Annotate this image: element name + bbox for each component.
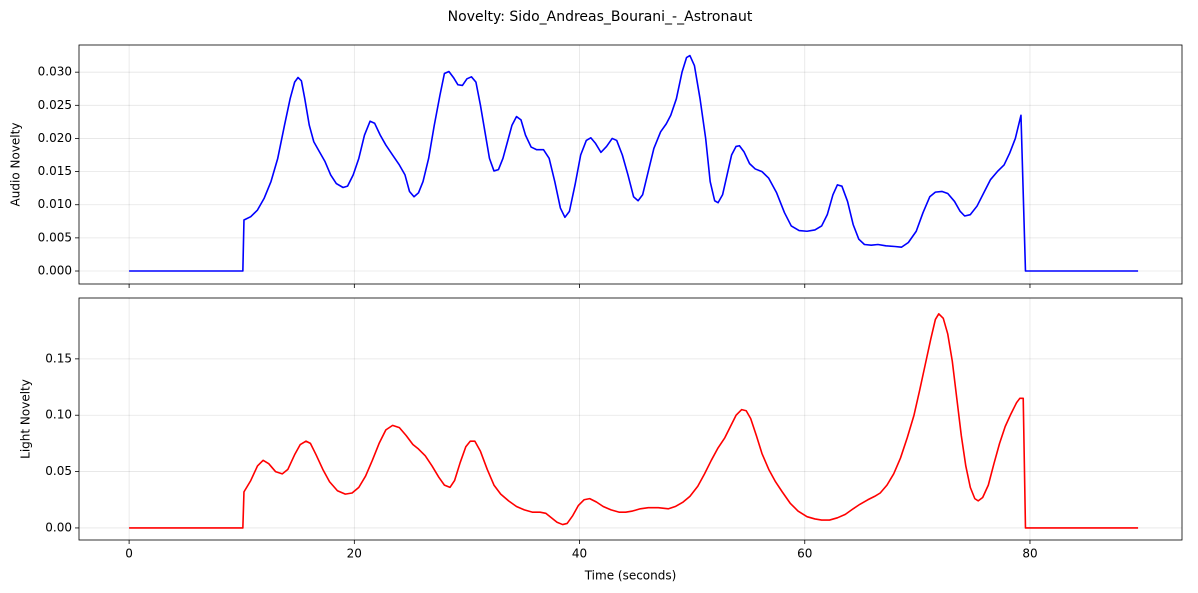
figure-title: Novelty: Sido_Andreas_Bourani_-_Astronau… xyxy=(448,9,753,25)
y-tick-label: 0.015 xyxy=(38,164,72,178)
x-tick-label: 20 xyxy=(347,547,362,561)
x-tick-label: 80 xyxy=(1022,547,1037,561)
x-tick-label: 60 xyxy=(797,547,812,561)
x-axis-label: Time (seconds) xyxy=(584,569,677,583)
axes-frame xyxy=(78,44,1183,285)
y-tick-label: 0.020 xyxy=(38,131,72,145)
y-tick-label: 0.15 xyxy=(45,351,72,365)
y-tick-label: 0.005 xyxy=(38,230,72,244)
y-tick-label: 0.010 xyxy=(38,197,72,211)
y-tick-label: 0.10 xyxy=(45,408,72,422)
y-axis-label: Light Novelty xyxy=(19,379,33,459)
y-tick-label: 0.030 xyxy=(38,65,72,79)
y-tick-label: 0.000 xyxy=(38,264,72,278)
y-tick-label: 0.05 xyxy=(45,464,72,478)
y-tick-label: 0.00 xyxy=(45,520,72,534)
y-axis-label: Audio Novelty xyxy=(9,123,23,207)
y-tick-label: 0.025 xyxy=(38,98,72,112)
data-line xyxy=(129,54,1139,272)
axes-frame xyxy=(78,297,1183,541)
x-tick-label: 0 xyxy=(125,547,133,561)
x-tick-label: 40 xyxy=(572,547,587,561)
data-line xyxy=(129,312,1139,529)
